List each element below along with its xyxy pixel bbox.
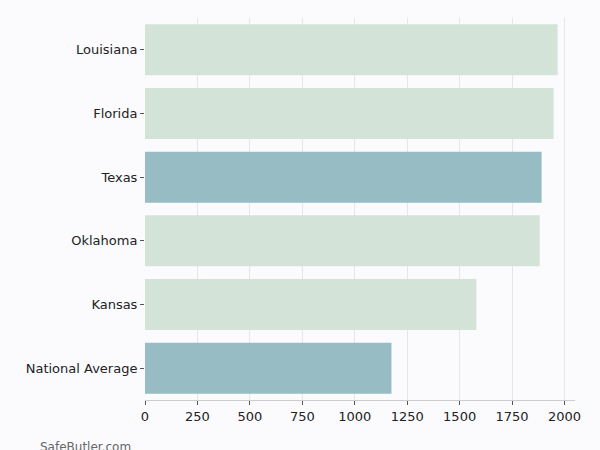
svg-text:500: 500 (237, 409, 262, 424)
svg-text:1250: 1250 (391, 409, 424, 424)
svg-text:Oklahoma: Oklahoma (71, 233, 137, 248)
svg-text:Texas: Texas (100, 170, 137, 185)
svg-text:1500: 1500 (443, 409, 476, 424)
svg-text:1000: 1000 (338, 409, 371, 424)
svg-text:1750: 1750 (496, 409, 529, 424)
svg-text:0: 0 (141, 409, 149, 424)
svg-text:SafeButler.com: SafeButler.com (40, 440, 131, 450)
svg-text:Kansas: Kansas (91, 297, 137, 312)
svg-text:250: 250 (185, 409, 210, 424)
svg-text:750: 750 (290, 409, 315, 424)
svg-text:Florida: Florida (93, 106, 137, 121)
svg-text:National Average: National Average (26, 361, 138, 376)
svg-text:Louisiana: Louisiana (76, 42, 137, 57)
svg-text:2000: 2000 (548, 409, 581, 424)
